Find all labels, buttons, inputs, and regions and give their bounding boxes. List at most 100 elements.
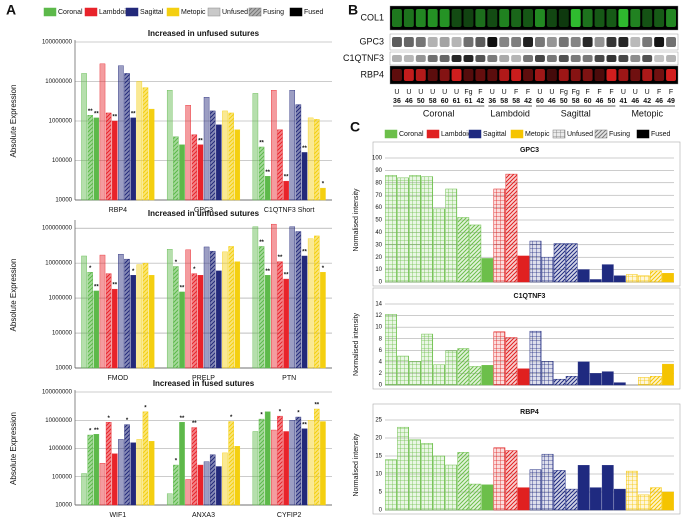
bar — [613, 382, 626, 386]
bar — [301, 152, 308, 201]
bar — [553, 378, 566, 386]
bar — [433, 455, 446, 511]
bar — [577, 269, 590, 283]
bar — [252, 226, 259, 369]
lane-stage: U — [418, 89, 423, 96]
bar — [185, 249, 191, 369]
bar — [166, 249, 173, 369]
y-axis-label: Absolute Expression — [9, 412, 18, 485]
bar — [421, 443, 434, 511]
bar — [517, 487, 530, 511]
blot-row — [389, 5, 679, 31]
blot-band — [415, 55, 426, 62]
lane-stage: U — [537, 89, 542, 96]
lane-stage: F — [526, 89, 530, 96]
bar — [433, 364, 446, 386]
blot-band — [570, 9, 581, 27]
blot-band — [499, 37, 510, 47]
blot-band — [535, 55, 545, 62]
legend-swatch — [636, 129, 650, 139]
y-tick-label: 8 — [379, 336, 383, 342]
legend-label: Lambdoid — [441, 131, 472, 138]
bar — [124, 73, 130, 201]
bar — [541, 453, 554, 511]
bar — [209, 110, 216, 201]
blot-band — [642, 37, 653, 47]
legend-label: Fusing — [263, 9, 284, 16]
lane-age: 46 — [405, 98, 413, 105]
lane-stage: F — [657, 89, 661, 96]
blot-band — [392, 37, 402, 47]
y-axis-label: Absolute Expression — [9, 85, 18, 158]
bar — [234, 261, 241, 369]
blot-band — [570, 55, 581, 62]
plot-frame — [372, 141, 681, 287]
y-tick-label: 0 — [379, 280, 383, 286]
blot-band — [618, 37, 629, 47]
y-axis-label: Normalised intensity — [353, 188, 360, 252]
legend-swatch — [426, 129, 440, 139]
bar — [228, 421, 234, 506]
bar — [136, 439, 143, 506]
blot-band — [392, 55, 402, 62]
bar — [397, 355, 409, 386]
bar — [191, 273, 198, 369]
bar — [136, 264, 143, 369]
blot-band — [439, 55, 450, 62]
blot-row — [389, 65, 679, 85]
lane-stage: U — [394, 89, 399, 96]
bar — [577, 361, 590, 386]
bar — [469, 224, 482, 283]
bar — [529, 330, 542, 386]
bar — [258, 418, 265, 506]
y-tick-label: 10000 — [55, 503, 72, 509]
bar — [553, 243, 566, 283]
lane-stage: U — [406, 89, 411, 96]
blot-band — [463, 37, 474, 47]
y-tick-label: 40 — [375, 230, 382, 236]
blot-band — [415, 69, 426, 81]
significance: ** — [94, 111, 99, 117]
bar — [638, 275, 650, 283]
blot-band — [475, 69, 486, 81]
bar — [87, 271, 93, 369]
bar — [493, 447, 506, 511]
blot-band — [487, 37, 498, 47]
bar — [385, 175, 397, 283]
bar — [81, 73, 87, 201]
lane-stage: F — [478, 89, 482, 96]
y-tick-label: 10000 — [55, 198, 72, 204]
bar — [601, 264, 614, 283]
blot-band — [654, 69, 665, 81]
legend-swatch — [468, 129, 482, 139]
blot-band — [499, 9, 510, 27]
lane-age: 60 — [536, 98, 544, 105]
bar — [505, 337, 518, 386]
bar — [457, 348, 470, 386]
bar — [148, 441, 155, 506]
bar — [124, 258, 130, 369]
legend-label: Unfused — [222, 9, 248, 16]
bar — [625, 274, 638, 283]
bar — [433, 208, 446, 283]
blot-band — [427, 9, 438, 27]
significance: * — [107, 416, 110, 422]
lane-age: 61 — [465, 98, 473, 105]
blot-band — [439, 37, 450, 47]
blot-band — [511, 55, 522, 62]
blot-band — [570, 37, 581, 47]
bar — [105, 112, 112, 201]
blot-band — [463, 9, 474, 27]
y-tick-label: 100000000 — [42, 40, 73, 46]
significance: ** — [180, 285, 185, 291]
bar — [320, 271, 326, 369]
bar — [228, 246, 234, 369]
legend-label: Coronal — [58, 9, 83, 16]
bar — [529, 240, 542, 283]
bar — [481, 484, 494, 511]
blot-row-label: C1QTNF3 — [343, 53, 384, 63]
y-tick-label: 14 — [375, 302, 382, 308]
bar — [228, 112, 234, 201]
lane-age: 50 — [608, 98, 616, 105]
bar — [638, 377, 650, 386]
